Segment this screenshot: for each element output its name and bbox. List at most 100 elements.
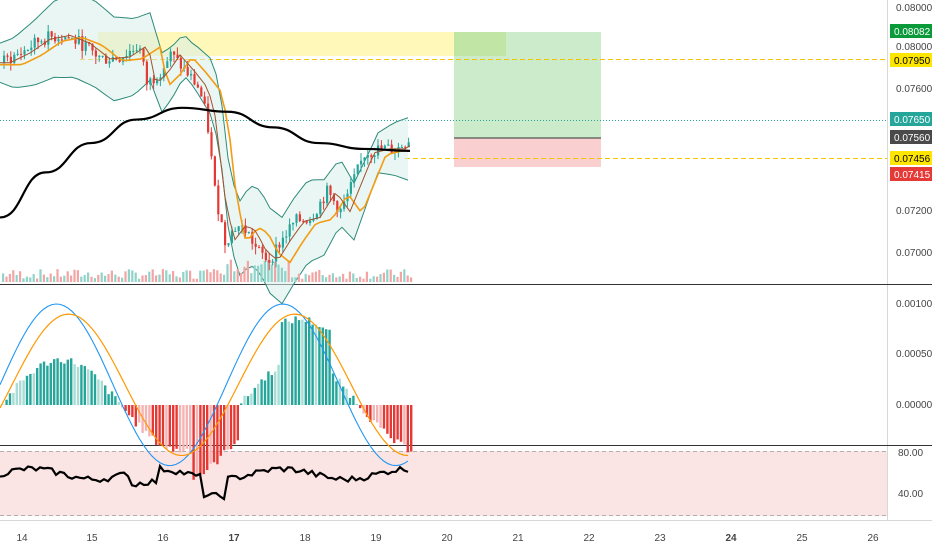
- ma200-line: [0, 106, 411, 219]
- macd-bar: [73, 364, 76, 405]
- candle-body: [326, 185, 329, 204]
- target-zone-overlap: [454, 32, 506, 56]
- candle-body: [132, 50, 135, 52]
- price-tick: 0.07000: [896, 248, 932, 259]
- volume-bar: [161, 269, 164, 282]
- time-tick: 21: [512, 533, 524, 544]
- candle-body: [159, 77, 162, 81]
- macd-bar: [151, 405, 154, 436]
- candle-body: [312, 219, 315, 221]
- candle-body: [74, 38, 77, 44]
- macd-bar: [59, 362, 63, 405]
- candle-body: [57, 39, 60, 42]
- volume-bar: [80, 276, 83, 282]
- price-axis: 0.08000 0.07600 0.07200 0.07000: [896, 3, 932, 259]
- volume-bar: [36, 278, 39, 282]
- volume-bar: [223, 274, 226, 282]
- macd-bar: [291, 323, 294, 405]
- macd-bar: [22, 380, 25, 405]
- candle-body: [98, 56, 101, 58]
- volume-bar: [97, 274, 100, 282]
- candle-body: [23, 50, 26, 55]
- candle-body: [278, 244, 281, 248]
- macd-bar: [277, 364, 280, 405]
- macd-bar: [328, 329, 331, 405]
- volume-bar: [277, 264, 280, 282]
- volume-bar: [246, 260, 249, 282]
- volume-bar: [15, 274, 18, 282]
- candle-body: [6, 55, 9, 57]
- time-tick: 26: [867, 533, 879, 544]
- candle-body: [251, 231, 254, 244]
- candle-body: [179, 58, 182, 69]
- macd-bar: [178, 405, 182, 453]
- time-axis: 14 15 16 17 18 19 20 21 22 23 24 25 26: [16, 533, 879, 544]
- candle-body: [213, 156, 216, 186]
- rsi-line: [0, 463, 409, 501]
- volume-bar: [29, 277, 32, 282]
- macd-bar: [53, 359, 56, 405]
- volume-bar: [243, 266, 246, 282]
- volume-bar: [260, 264, 263, 282]
- volume-bar: [284, 271, 287, 282]
- macd-bar: [202, 405, 205, 475]
- macd-bar: [212, 405, 216, 463]
- time-tick: 14: [16, 533, 28, 544]
- badge-stop: [890, 167, 932, 181]
- macd-bar: [359, 405, 362, 409]
- candle-body: [230, 231, 233, 244]
- candle-body: [54, 36, 57, 42]
- volume-bar: [151, 269, 154, 282]
- volume-bar: [338, 276, 341, 282]
- volume-bar: [100, 272, 103, 282]
- macd-bar: [172, 405, 175, 452]
- macd-bar: [331, 373, 335, 405]
- candle-body: [298, 214, 301, 221]
- macd-bar: [345, 388, 348, 405]
- candle-body: [128, 50, 131, 56]
- volume-bar: [314, 271, 317, 282]
- volume-bar: [63, 275, 66, 282]
- candle-body: [26, 49, 29, 51]
- volume-bar: [182, 272, 185, 282]
- macd-bar: [386, 405, 389, 434]
- volume-bar: [172, 271, 175, 282]
- macd-bar: [80, 364, 83, 405]
- candle-body: [302, 220, 305, 222]
- volume-bar: [49, 273, 52, 282]
- candle-body: [275, 244, 278, 262]
- volume-bar: [110, 270, 113, 282]
- macd-bar: [110, 391, 114, 405]
- macd-bar: [66, 359, 69, 405]
- time-tick: 20: [441, 533, 453, 544]
- macd-bar: [376, 405, 379, 423]
- candle-body: [207, 103, 210, 133]
- volume-bar: [253, 265, 256, 282]
- volume-bar: [73, 269, 76, 282]
- candle-body: [383, 145, 386, 149]
- volume-bar: [117, 276, 120, 282]
- volume-bar: [5, 276, 8, 282]
- macd-bar: [257, 383, 260, 405]
- volume-bar: [134, 272, 137, 282]
- volume-bar: [165, 270, 168, 282]
- volume-bar: [199, 270, 202, 282]
- volume-bar: [216, 270, 219, 282]
- candle-body: [9, 56, 12, 64]
- time-tick: 22: [583, 533, 595, 544]
- candle-body: [244, 225, 247, 233]
- volume-bar: [8, 273, 11, 282]
- volume-bar: [202, 270, 205, 282]
- time-tick: 25: [796, 533, 808, 544]
- badge-level-upper: [890, 53, 932, 67]
- macd-bar: [389, 405, 392, 439]
- macd-bar: [352, 395, 355, 405]
- badge-last: [890, 112, 932, 126]
- volume-bar: [178, 277, 181, 282]
- macd-bar: [5, 399, 8, 405]
- macd-bar: [32, 373, 35, 405]
- candle-body: [377, 145, 380, 156]
- candle-body: [47, 31, 50, 45]
- volume-bar: [321, 275, 324, 282]
- macd-bar: [267, 371, 270, 405]
